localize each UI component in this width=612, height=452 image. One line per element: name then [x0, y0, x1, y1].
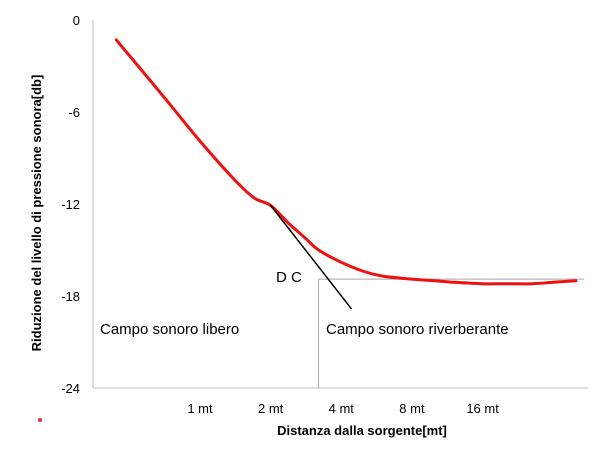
y-tick-label: -6 [68, 105, 80, 120]
x-tick-label: 4 mt [329, 401, 355, 416]
y-tick-label: -18 [61, 289, 80, 304]
x-axis-title: Distanza dalla sorgente[mt] [277, 423, 447, 438]
axes [92, 20, 588, 389]
x-tick-labels: 1 mt 2 mt 4 mt 8 mt 16 mt [187, 401, 499, 416]
free-field-line [269, 204, 352, 310]
reverberant-field-curve [114, 38, 578, 286]
y-axis-title: Riduzione del livello di pressione sonor… [29, 75, 44, 352]
x-tick-label: 1 mt [187, 401, 213, 416]
critical-distance-label: D C [276, 269, 302, 286]
y-tick-labels: 0 -6 -12 -18 -24 [61, 13, 80, 396]
x-tick-label: 16 mt [466, 401, 499, 416]
y-tick-label: -24 [61, 381, 80, 396]
free-field-annotation: Campo sonoro libero [100, 321, 239, 338]
reverberant-field-annotation: Campo sonoro riverberante [326, 321, 509, 338]
y-tick-label: 0 [73, 13, 80, 28]
x-tick-label: 8 mt [399, 401, 425, 416]
y-tick-label: -12 [61, 197, 80, 212]
critical-distance-guides [318, 278, 584, 388]
series-group [114, 38, 578, 310]
stray-marker-dot [38, 418, 42, 422]
x-tick-label: 2 mt [258, 401, 284, 416]
